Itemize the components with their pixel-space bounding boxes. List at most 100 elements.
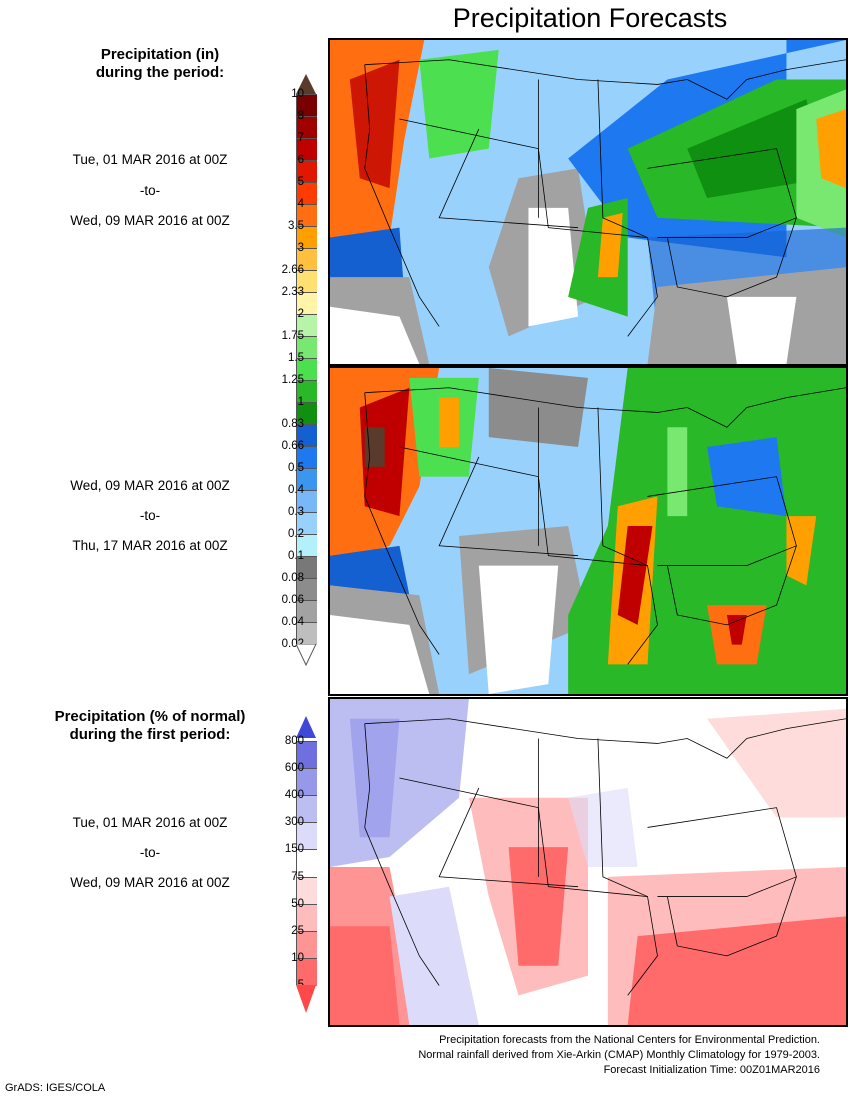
precip-legend-title: Precipitation (in) during the period:	[15, 46, 305, 82]
colorbar-segment	[297, 116, 317, 139]
precip-title-line1: Precipitation (in)	[100, 46, 220, 63]
colorbar-tick-label: 1	[297, 396, 304, 408]
colorbar-tick-label: 2.33	[281, 286, 304, 298]
colorbar-tick-label: 0.02	[281, 638, 304, 650]
colorbar-segment	[297, 380, 317, 403]
colorbar-tick-label: 0.5	[288, 462, 304, 474]
precip-colorbar-top-arrow	[296, 74, 316, 94]
colorbar-tick-label: 3	[297, 242, 304, 254]
period1-end: Wed, 09 MAR 2016 at 00Z	[70, 213, 230, 228]
period2-separator: -to-	[139, 508, 161, 523]
colorbar-segment	[297, 468, 317, 491]
colorbar-segment	[297, 741, 317, 770]
grads-credit: GrADS: IGES/COLA	[5, 1082, 106, 1094]
footer-line-1: Precipitation forecasts from the Nationa…	[439, 1034, 820, 1046]
colorbar-segment	[297, 957, 317, 986]
colorbar-tick-label: 0.3	[288, 506, 304, 518]
colorbar-tick-label: 0.08	[281, 572, 304, 584]
colorbar-tick-label: 7	[297, 132, 304, 144]
colorbar-segment	[297, 446, 317, 469]
colorbar-segment	[297, 600, 317, 623]
colorbar-segment	[297, 336, 317, 359]
colorbar-tick-label: 0.4	[288, 484, 304, 496]
colorbar-segment	[297, 182, 317, 205]
colorbar-segment	[297, 138, 317, 161]
colorbar-segment	[297, 930, 317, 959]
period2-start: Wed, 09 MAR 2016 at 00Z	[70, 478, 230, 493]
colorbar-segment	[297, 424, 317, 447]
map-week1-precip	[328, 38, 848, 366]
footer-line-2: Normal rainfall derived from Xie-Arkin (…	[418, 1049, 820, 1061]
colorbar-tick-label: 3.5	[288, 220, 304, 232]
colorbar-tick-label: 8	[297, 110, 304, 122]
colorbar-segment	[297, 292, 317, 315]
colorbar-segment	[297, 512, 317, 535]
period1-start: Tue, 01 MAR 2016 at 00Z	[72, 152, 228, 167]
colorbar-segment	[297, 248, 317, 271]
colorbar-segment	[297, 534, 317, 557]
colorbar-segment	[297, 314, 317, 337]
precip-colorbar-bottom-arrow	[295, 643, 317, 671]
colorbar-tick-label: 400	[284, 789, 304, 802]
percent-title-line2: during the first period:	[69, 726, 231, 743]
percent-colorbar-bottom-arrow	[296, 985, 316, 1013]
colorbar-tick-label: 600	[284, 762, 304, 775]
percent-legend-title: Precipitation (% of normal) during the f…	[5, 708, 295, 744]
footer-notes: Precipitation forecasts from the Nationa…	[418, 1033, 820, 1078]
colorbar-tick-label: 1.5	[288, 352, 304, 364]
colorbar-tick-label: 2	[297, 308, 304, 320]
footer-line-3: Forecast Initialization Time: 00Z01MAR20…	[603, 1064, 820, 1076]
colorbar-segment	[297, 768, 317, 797]
period2-end: Thu, 17 MAR 2016 at 00Z	[72, 538, 228, 553]
colorbar-segment	[297, 556, 317, 579]
colorbar-tick-label: 50	[291, 897, 304, 910]
colorbar-tick-label: 0.06	[281, 594, 304, 606]
colorbar-tick-label: 0.04	[281, 616, 304, 628]
colorbar-tick-label: 5	[297, 176, 304, 188]
percent-colorbar	[296, 741, 317, 986]
precip-colorbar	[296, 94, 317, 645]
colorbar-segment	[297, 903, 317, 932]
colorbar-tick-label: 10	[291, 88, 304, 100]
period3-separator: -to-	[139, 845, 161, 860]
colorbar-tick-label: 0.66	[281, 440, 304, 452]
period1-separator: -to-	[139, 183, 161, 198]
colorbar-segment	[297, 622, 317, 645]
colorbar-tick-label: 4	[297, 198, 304, 210]
colorbar-tick-label: 1.75	[281, 330, 304, 342]
colorbar-segment	[297, 94, 317, 117]
percent-title-line1: Precipitation (% of normal)	[54, 708, 246, 725]
precip-map-2-graphic	[330, 368, 846, 694]
colorbar-tick-label: 10	[291, 951, 304, 964]
colorbar-tick-label: 6	[297, 154, 304, 166]
colorbar-segment	[297, 822, 317, 851]
colorbar-segment	[297, 849, 317, 878]
colorbar-segment	[297, 160, 317, 183]
map-percent-normal	[328, 697, 848, 1027]
colorbar-tick-label: 5	[297, 979, 304, 991]
colorbar-segment	[297, 876, 317, 905]
colorbar-tick-label: 300	[284, 816, 304, 829]
colorbar-tick-label: 800	[284, 735, 304, 747]
colorbar-tick-label: 25	[291, 924, 304, 937]
precip-map-1-graphic	[330, 40, 846, 364]
map-week2-precip	[328, 366, 848, 696]
colorbar-tick-label: 0.1	[288, 550, 304, 562]
precip-title-line2: during the period:	[95, 64, 225, 81]
colorbar-segment	[297, 358, 317, 381]
colorbar-segment	[297, 226, 317, 249]
colorbar-segment	[297, 204, 317, 227]
colorbar-segment	[297, 578, 317, 601]
percent-colorbar-top-arrow	[296, 716, 316, 738]
colorbar-tick-label: 2.66	[281, 264, 304, 276]
colorbar-tick-label: 75	[291, 870, 304, 883]
colorbar-tick-label: 0.2	[288, 528, 304, 540]
page-title: Precipitation Forecasts	[452, 3, 728, 33]
colorbar-segment	[297, 402, 317, 425]
percent-map-graphic	[330, 699, 846, 1025]
colorbar-tick-label: 1.25	[281, 374, 304, 386]
period3-start: Tue, 01 MAR 2016 at 00Z	[72, 815, 228, 830]
colorbar-tick-label: 0.83	[281, 418, 304, 430]
colorbar-tick-label: 150	[284, 843, 304, 856]
colorbar-segment	[297, 270, 317, 293]
